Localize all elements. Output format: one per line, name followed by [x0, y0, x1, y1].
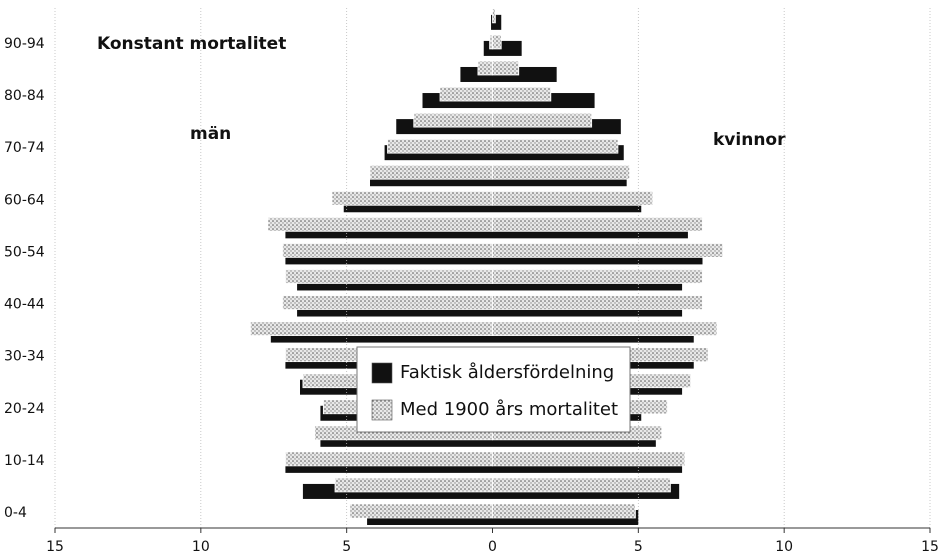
x-tick-label: 5 — [634, 539, 643, 555]
y-tick-label: 0-4 — [4, 505, 27, 521]
y-tick-label: 80-84 — [4, 88, 45, 104]
bar — [492, 503, 636, 519]
bar — [413, 112, 493, 128]
y-tick-label: 30-34 — [4, 349, 45, 365]
bar — [492, 34, 502, 50]
bar — [349, 503, 493, 519]
x-tick-label: 15 — [46, 539, 64, 555]
bar — [492, 295, 703, 310]
x-tick-label: 10 — [775, 539, 793, 555]
bar — [492, 216, 703, 232]
bar — [387, 138, 493, 154]
bar — [491, 14, 493, 30]
bar — [492, 138, 619, 154]
right-label: kvinnor — [713, 130, 786, 150]
y-tick-label: 70-74 — [4, 140, 45, 156]
bar — [285, 269, 493, 284]
bar — [492, 14, 502, 30]
bar — [334, 477, 493, 493]
x-tick-label: 5 — [342, 539, 351, 555]
y-tick-label: 20-24 — [4, 401, 45, 417]
bar — [331, 190, 493, 206]
bar — [282, 242, 493, 258]
legend-swatch — [371, 399, 393, 421]
bar — [492, 112, 593, 128]
x-tick-label: 10 — [192, 539, 210, 555]
bar — [250, 321, 493, 336]
legend-box — [356, 346, 631, 433]
bar — [492, 451, 686, 467]
legend-label: Med 1900 års mortalitet — [400, 399, 618, 420]
bar — [285, 451, 493, 467]
bar — [489, 34, 493, 50]
y-tick-label: 90-94 — [4, 36, 45, 52]
bar — [492, 86, 552, 102]
bar — [492, 477, 671, 493]
y-tick-label: 50-54 — [4, 244, 45, 260]
bar — [492, 60, 520, 76]
bar — [492, 190, 654, 206]
bar — [483, 40, 493, 56]
bar — [267, 216, 493, 232]
y-tick-label: 60-64 — [4, 192, 45, 208]
legend-swatch — [371, 362, 393, 384]
legend-label: Faktisk åldersfördelning — [400, 362, 614, 383]
bar — [492, 8, 496, 24]
x-tick-label: 15 — [921, 539, 939, 555]
chart-title: Konstant mortalitet — [97, 34, 286, 54]
bar — [492, 164, 630, 180]
bar — [492, 242, 724, 258]
bar — [369, 164, 493, 180]
plot — [250, 8, 724, 525]
y-tick-label: 10-14 — [4, 453, 45, 469]
bar — [477, 60, 493, 76]
bar — [492, 269, 703, 284]
legend: Faktisk åldersfördelning Med 1900 års mor… — [356, 346, 631, 433]
x-tick-label: 0 — [488, 539, 497, 555]
bar — [492, 321, 718, 336]
bar — [439, 86, 493, 102]
left-label: män — [190, 124, 231, 144]
bar — [282, 295, 493, 310]
y-tick-label: 40-44 — [4, 297, 45, 313]
